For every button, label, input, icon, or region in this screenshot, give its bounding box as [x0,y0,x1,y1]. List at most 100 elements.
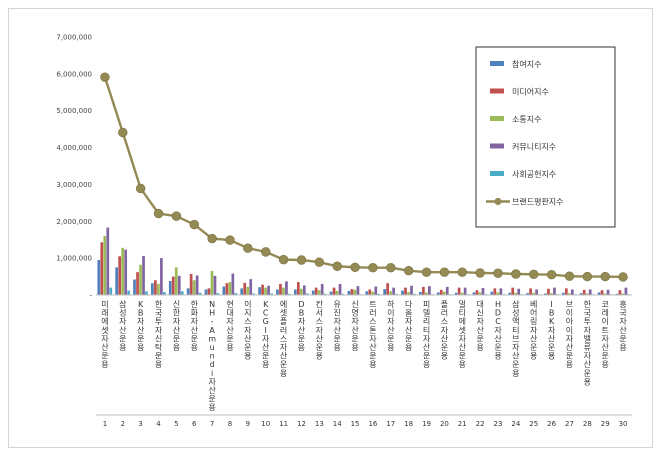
line-point [439,267,450,277]
bar [544,293,547,295]
bar [624,287,628,295]
bar [180,291,184,295]
legend-swatch [490,143,504,149]
line-point [493,268,503,278]
y-tick-label: 4,000,000 [56,144,92,152]
bar [472,292,476,295]
bar [142,255,145,295]
bar [600,290,604,295]
bar [171,276,175,295]
line-point [171,211,182,221]
rank-label: 11 [279,420,288,428]
bar [445,286,449,295]
rank-label: 5 [174,420,178,428]
bar [368,289,372,295]
bar [228,282,232,295]
bar [186,288,190,295]
bar [585,293,589,295]
y-tick-label: 1,000,000 [56,255,92,263]
bar [115,267,118,295]
rank-label: 16 [368,420,377,428]
y-tick-label: 5,000,000 [56,107,92,115]
bar [285,281,288,295]
line-point [582,271,593,282]
line-point [189,219,199,230]
bar [154,280,157,295]
bar [422,286,425,295]
rank-label: 15 [351,420,360,428]
rank-label: 26 [547,420,556,428]
line-point [546,270,557,280]
bar [496,292,500,295]
bar [246,286,250,295]
bar [475,290,479,295]
line-point [618,272,628,282]
bar [621,293,625,295]
bar [347,290,351,295]
bar [264,287,267,295]
bar [314,287,318,295]
bar [401,290,404,295]
bar [514,292,518,295]
bar [499,288,503,295]
line-point [118,127,128,138]
rank-label: 10 [261,420,270,428]
bar [213,275,217,295]
line-point [421,267,432,277]
bar [407,292,410,295]
rank-label: 17 [386,420,395,428]
y-tick-label: 6,000,000 [56,70,92,78]
bar [204,289,208,295]
bar [371,291,375,295]
y-tick-label: - [89,292,92,300]
rank-label: 9 [246,420,250,428]
bar [282,287,285,295]
line-point [314,257,325,267]
bar [579,293,583,295]
bar [210,271,214,295]
bar [353,289,357,295]
legend-label: 참여지수 [512,59,541,69]
legend-box [475,46,616,228]
bar [249,279,253,295]
bar [526,293,529,295]
bar [151,283,154,295]
bar [419,292,422,295]
bar [615,293,619,295]
rank-label: 23 [494,420,503,428]
bar [442,291,446,295]
bar [428,286,431,295]
bar [124,249,127,295]
rank-label: 8 [228,420,232,428]
bar [276,289,279,295]
rank-label: 1 [103,420,107,428]
rank-label: 22 [476,420,485,428]
bar [454,292,458,295]
bar [145,291,148,295]
bar [413,293,416,295]
line-point [225,235,235,245]
line-point [153,208,164,219]
bar [570,289,574,295]
bar [288,293,291,295]
bar [305,293,309,295]
bar [457,287,461,295]
bar [377,293,381,295]
rank-label: 20 [440,420,449,428]
bar [299,288,303,295]
y-tick-label: 3,000,000 [56,181,92,189]
bar [436,292,440,295]
bar [561,292,565,295]
legend-swatch [490,88,504,94]
bar [553,287,556,295]
rank-label: 21 [458,420,467,428]
